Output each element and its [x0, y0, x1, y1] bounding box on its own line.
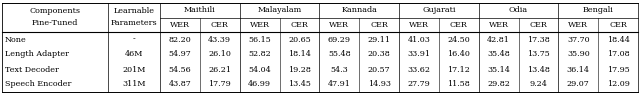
- Text: WER: WER: [170, 21, 190, 29]
- Text: 54.97: 54.97: [168, 50, 191, 59]
- Text: 36.14: 36.14: [567, 66, 589, 73]
- Text: CER: CER: [450, 21, 468, 29]
- Text: 14.93: 14.93: [367, 80, 390, 89]
- Text: 26.21: 26.21: [208, 66, 231, 73]
- Text: 29.11: 29.11: [367, 36, 390, 43]
- Text: Kannada: Kannada: [341, 6, 377, 15]
- Text: CER: CER: [370, 21, 388, 29]
- Text: 43.39: 43.39: [208, 36, 231, 43]
- Text: Learnable: Learnable: [113, 7, 154, 15]
- Text: 42.81: 42.81: [487, 36, 510, 43]
- Text: 52.82: 52.82: [248, 50, 271, 59]
- Text: 13.75: 13.75: [527, 50, 550, 59]
- Text: WER: WER: [409, 21, 429, 29]
- Text: 33.91: 33.91: [408, 50, 431, 59]
- Text: 24.50: 24.50: [447, 36, 470, 43]
- Text: 19.28: 19.28: [288, 66, 311, 73]
- Text: 18.44: 18.44: [607, 36, 630, 43]
- Text: 17.79: 17.79: [209, 80, 231, 89]
- Text: WER: WER: [329, 21, 349, 29]
- Text: 56.15: 56.15: [248, 36, 271, 43]
- Text: Text Decoder: Text Decoder: [5, 66, 59, 73]
- Text: CER: CER: [211, 21, 228, 29]
- Text: 11.58: 11.58: [447, 80, 470, 89]
- Text: 54.3: 54.3: [330, 66, 348, 73]
- Text: 17.08: 17.08: [607, 50, 629, 59]
- Text: 46.99: 46.99: [248, 80, 271, 89]
- Text: Maithili: Maithili: [184, 6, 216, 15]
- Text: 69.29: 69.29: [328, 36, 351, 43]
- Text: 17.12: 17.12: [447, 66, 470, 73]
- Text: 20.38: 20.38: [368, 50, 390, 59]
- Text: 54.04: 54.04: [248, 66, 271, 73]
- Text: Bengali: Bengali: [583, 6, 614, 15]
- Text: Components: Components: [29, 7, 81, 15]
- Text: 46M: 46M: [125, 50, 143, 59]
- Text: 17.95: 17.95: [607, 66, 630, 73]
- Text: 47.91: 47.91: [328, 80, 351, 89]
- Text: 26.10: 26.10: [208, 50, 231, 59]
- Text: Odia: Odia: [509, 6, 528, 15]
- Text: 27.79: 27.79: [408, 80, 430, 89]
- Text: 13.45: 13.45: [288, 80, 311, 89]
- Text: Parameters: Parameters: [111, 19, 157, 27]
- Text: None: None: [5, 36, 27, 43]
- Text: 17.38: 17.38: [527, 36, 550, 43]
- Text: Gujarati: Gujarati: [422, 6, 456, 15]
- Text: 20.65: 20.65: [288, 36, 311, 43]
- Text: 35.90: 35.90: [567, 50, 589, 59]
- Text: 54.56: 54.56: [168, 66, 191, 73]
- Text: 33.62: 33.62: [408, 66, 431, 73]
- Text: 35.14: 35.14: [487, 66, 510, 73]
- Text: 9.24: 9.24: [529, 80, 547, 89]
- Text: Speech Encoder: Speech Encoder: [5, 80, 72, 89]
- Text: 55.48: 55.48: [328, 50, 351, 59]
- Text: 13.48: 13.48: [527, 66, 550, 73]
- Text: Fine-Tuned: Fine-Tuned: [32, 19, 78, 27]
- Text: 29.07: 29.07: [567, 80, 589, 89]
- Text: 12.09: 12.09: [607, 80, 630, 89]
- Text: 37.70: 37.70: [567, 36, 589, 43]
- Text: WER: WER: [488, 21, 509, 29]
- Text: Malayalam: Malayalam: [257, 6, 301, 15]
- Text: 35.48: 35.48: [487, 50, 510, 59]
- Text: 16.40: 16.40: [447, 50, 470, 59]
- Text: 201M: 201M: [122, 66, 146, 73]
- Text: 82.20: 82.20: [168, 36, 191, 43]
- Text: WER: WER: [250, 21, 269, 29]
- Text: WER: WER: [568, 21, 588, 29]
- Text: Length Adapter: Length Adapter: [5, 50, 69, 59]
- Text: -: -: [132, 36, 136, 43]
- Text: 20.57: 20.57: [368, 66, 390, 73]
- Text: CER: CER: [529, 21, 547, 29]
- Text: 43.87: 43.87: [168, 80, 191, 89]
- Text: 29.82: 29.82: [487, 80, 510, 89]
- Text: 41.03: 41.03: [408, 36, 430, 43]
- Text: 311M: 311M: [122, 80, 146, 89]
- Text: CER: CER: [291, 21, 308, 29]
- Text: CER: CER: [609, 21, 627, 29]
- Text: 18.14: 18.14: [288, 50, 311, 59]
